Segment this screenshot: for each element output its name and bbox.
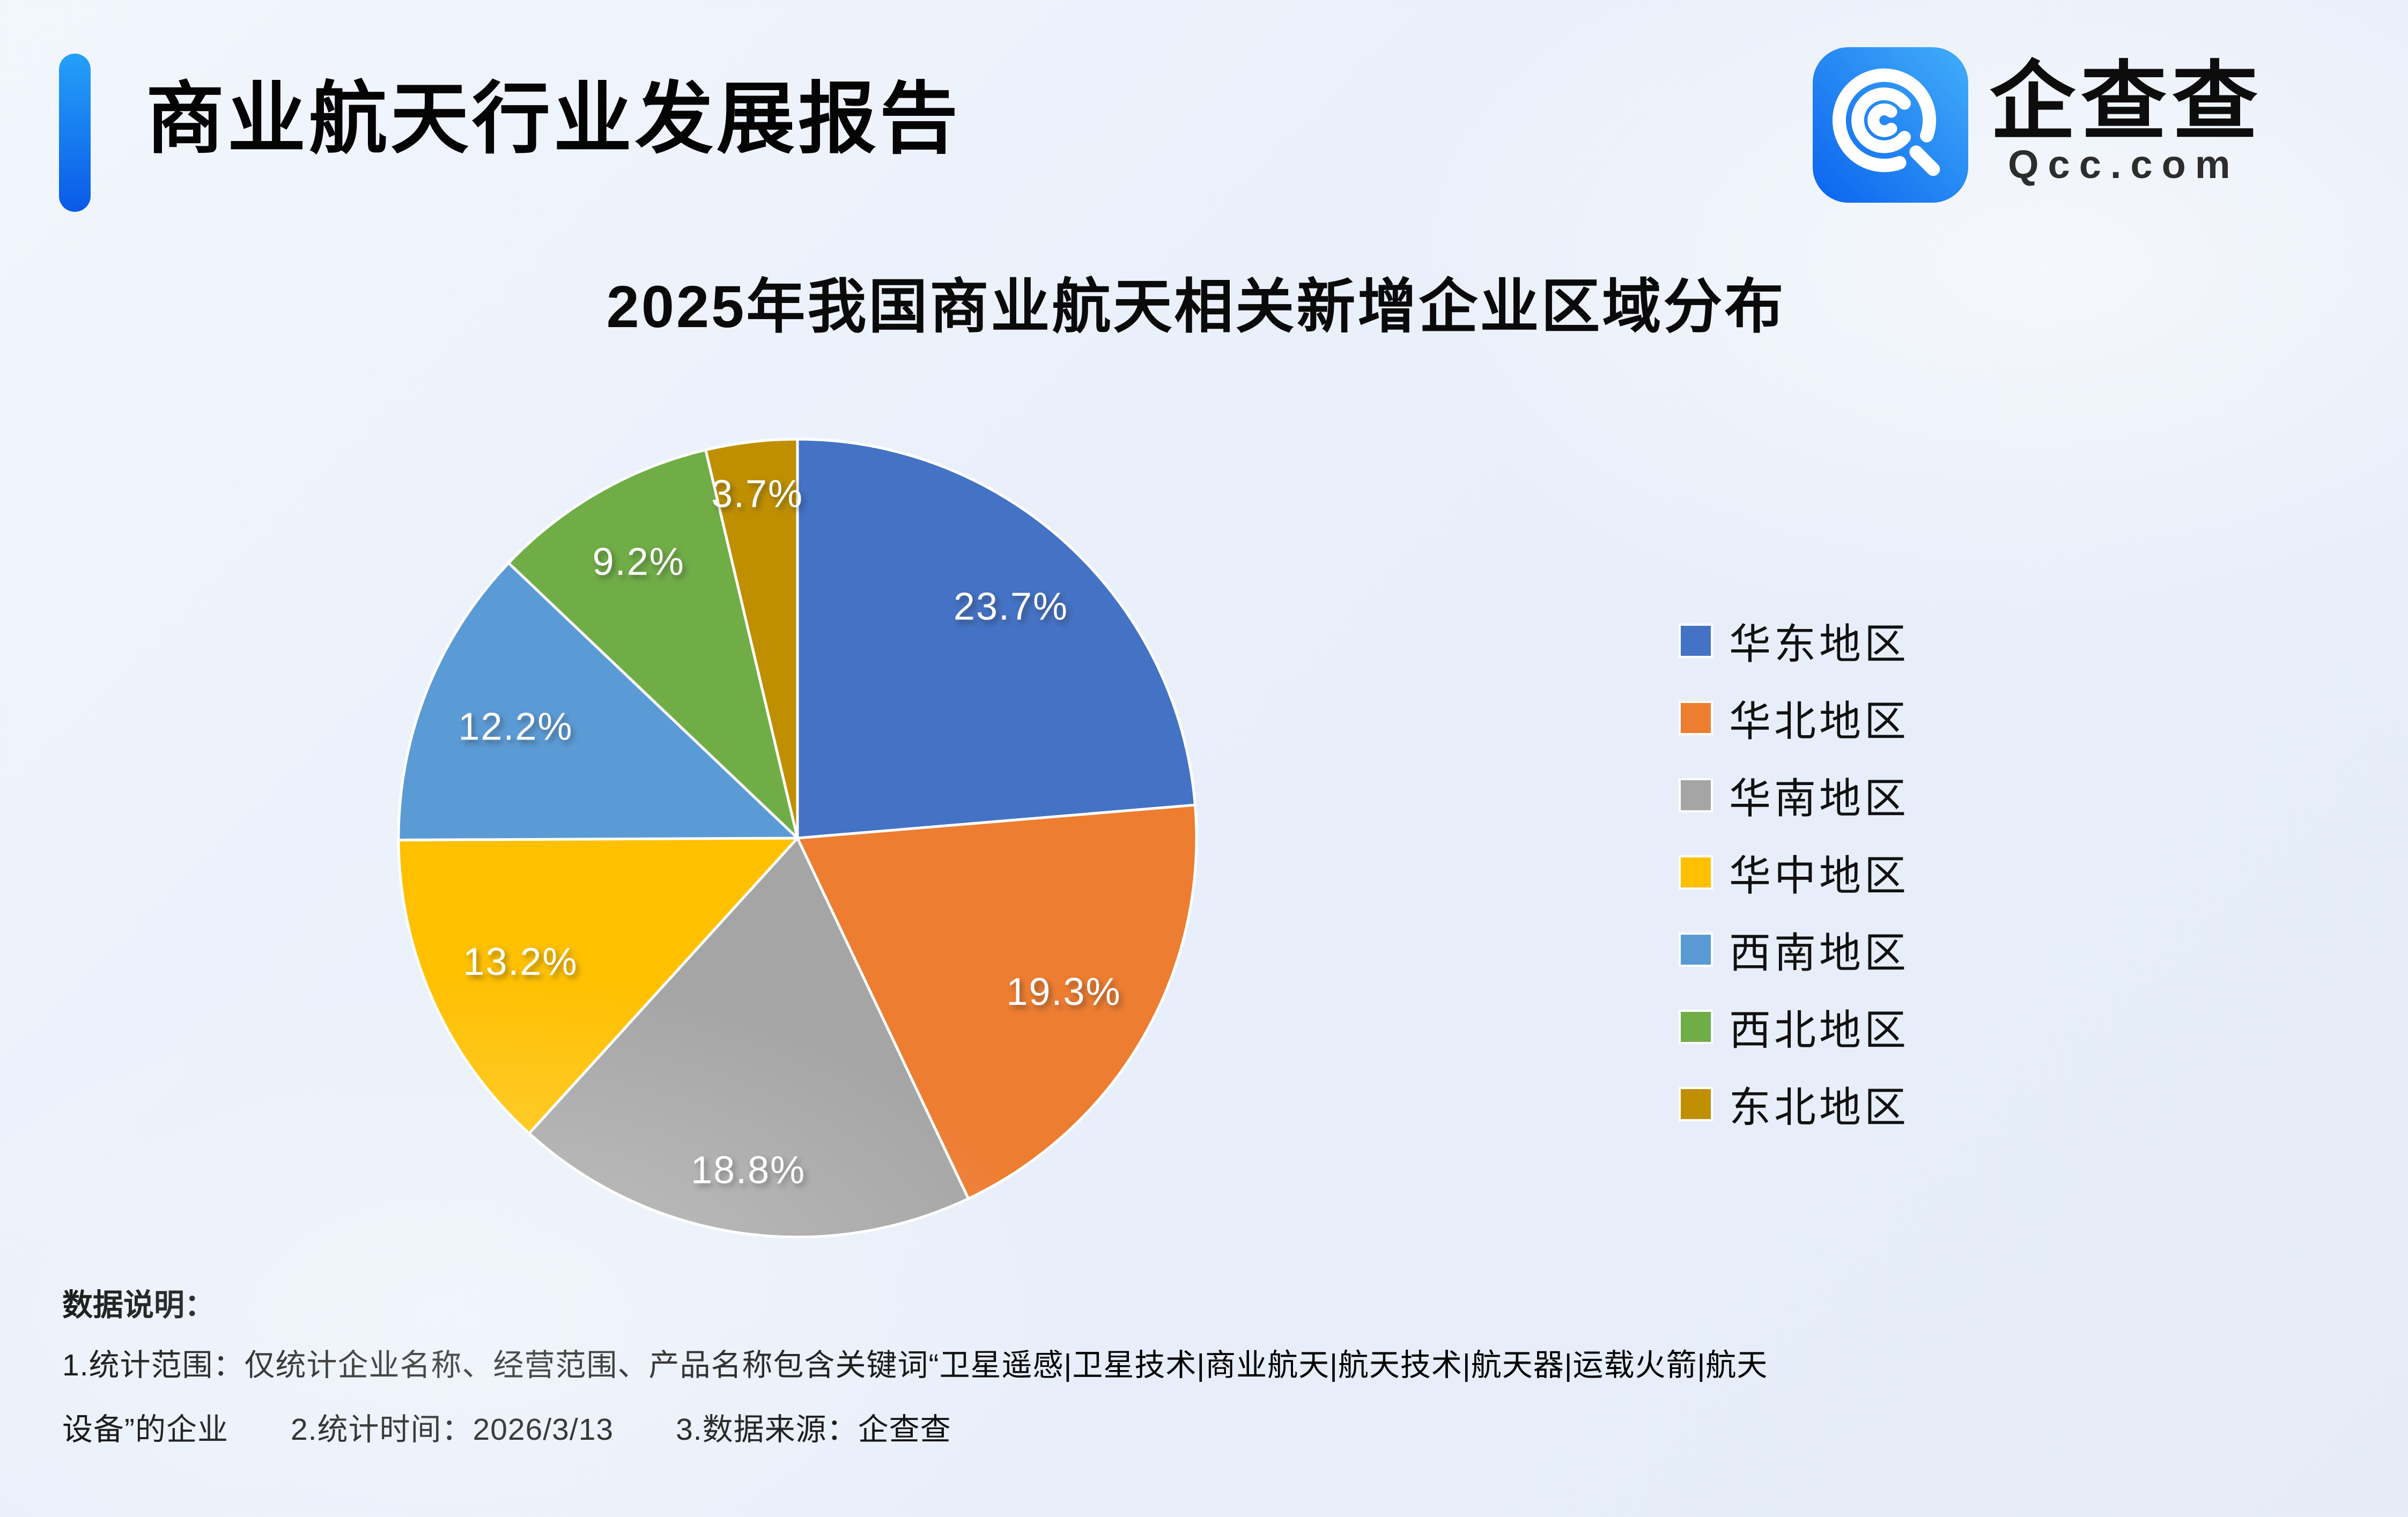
- page-title: 商业航天行业发展报告: [146, 75, 961, 162]
- pie-slice-4: [397, 561, 799, 841]
- pie-slice-6: [704, 438, 799, 840]
- legend-item-6: 东北地区: [1681, 1065, 1909, 1143]
- footer-data-note-label: 数据说明：: [62, 1288, 215, 1322]
- pie-slice-label-2: 18.8%: [691, 1149, 806, 1192]
- pie-slice-0: [796, 438, 1196, 840]
- legend-label-2: 华南地区: [1729, 775, 1910, 822]
- legend-label-4: 西南地区: [1729, 929, 1910, 976]
- legend-item-5: 西北地区: [1681, 988, 1909, 1065]
- legend-label-1: 华北地区: [1729, 698, 1910, 745]
- legend-swatch-0: [1681, 626, 1711, 656]
- chart-legend: 华东地区华北地区华南地区华中地区西南地区西北地区东北地区: [1681, 602, 1909, 1143]
- legend-swatch-3: [1681, 857, 1711, 887]
- legend-label-0: 华东地区: [1729, 620, 1910, 668]
- footer-note-line2: 设备”的企业 2.统计时间：2026/3/13 3.数据来源：企查查: [62, 1412, 951, 1447]
- qcc-logo: 企查查 Qcc.com: [1813, 47, 2349, 208]
- pie-slice-5: [507, 448, 799, 840]
- legend-swatch-1: [1681, 703, 1711, 733]
- legend-swatch-2: [1681, 780, 1711, 810]
- brand-domain: Qcc.com: [2008, 142, 2240, 187]
- legend-label-6: 东北地区: [1729, 1084, 1910, 1131]
- pie-slice-label-6: 3.7%: [711, 472, 803, 515]
- legend-label-3: 华中地区: [1729, 852, 1910, 899]
- pie-slice-label-4: 12.2%: [458, 705, 573, 748]
- legend-swatch-5: [1681, 1012, 1711, 1042]
- pie-slice-label-1: 19.3%: [1006, 971, 1121, 1013]
- legend-item-3: 华中地区: [1681, 834, 1909, 911]
- brand-name: 企查查: [1990, 54, 2264, 150]
- pie-slice-1: [796, 803, 1198, 1200]
- pie-slice-label-0: 23.7%: [954, 586, 1068, 628]
- legend-item-0: 华东地区: [1681, 602, 1909, 679]
- legend-item-2: 华南地区: [1681, 757, 1909, 834]
- pie-chart: 23.7% 19.3% 18.8% 13.2% 12.2% 9.2% 3.7%: [368, 409, 1227, 1267]
- title-accent-bar: [59, 54, 91, 212]
- legend-item-1: 华北地区: [1681, 679, 1909, 757]
- legend-swatch-4: [1681, 935, 1711, 965]
- footer-note-line1: 1.统计范围：仅统计企业名称、经营范围、产品名称包含关键词“卫星遥感|卫星技术|…: [62, 1348, 1768, 1382]
- legend-swatch-6: [1681, 1089, 1711, 1119]
- qcc-logo-icon: [1813, 47, 1968, 203]
- pie-slice-3: [397, 837, 799, 1135]
- pie-slice-label-5: 9.2%: [593, 541, 685, 583]
- chart-title: 2025年我国商业航天相关新增企业区域分布: [606, 274, 1786, 340]
- pie-slice-2: [528, 837, 970, 1239]
- legend-label-5: 西北地区: [1729, 1007, 1910, 1054]
- pie-slice-label-3: 13.2%: [463, 941, 578, 983]
- legend-item-4: 西南地区: [1681, 911, 1909, 988]
